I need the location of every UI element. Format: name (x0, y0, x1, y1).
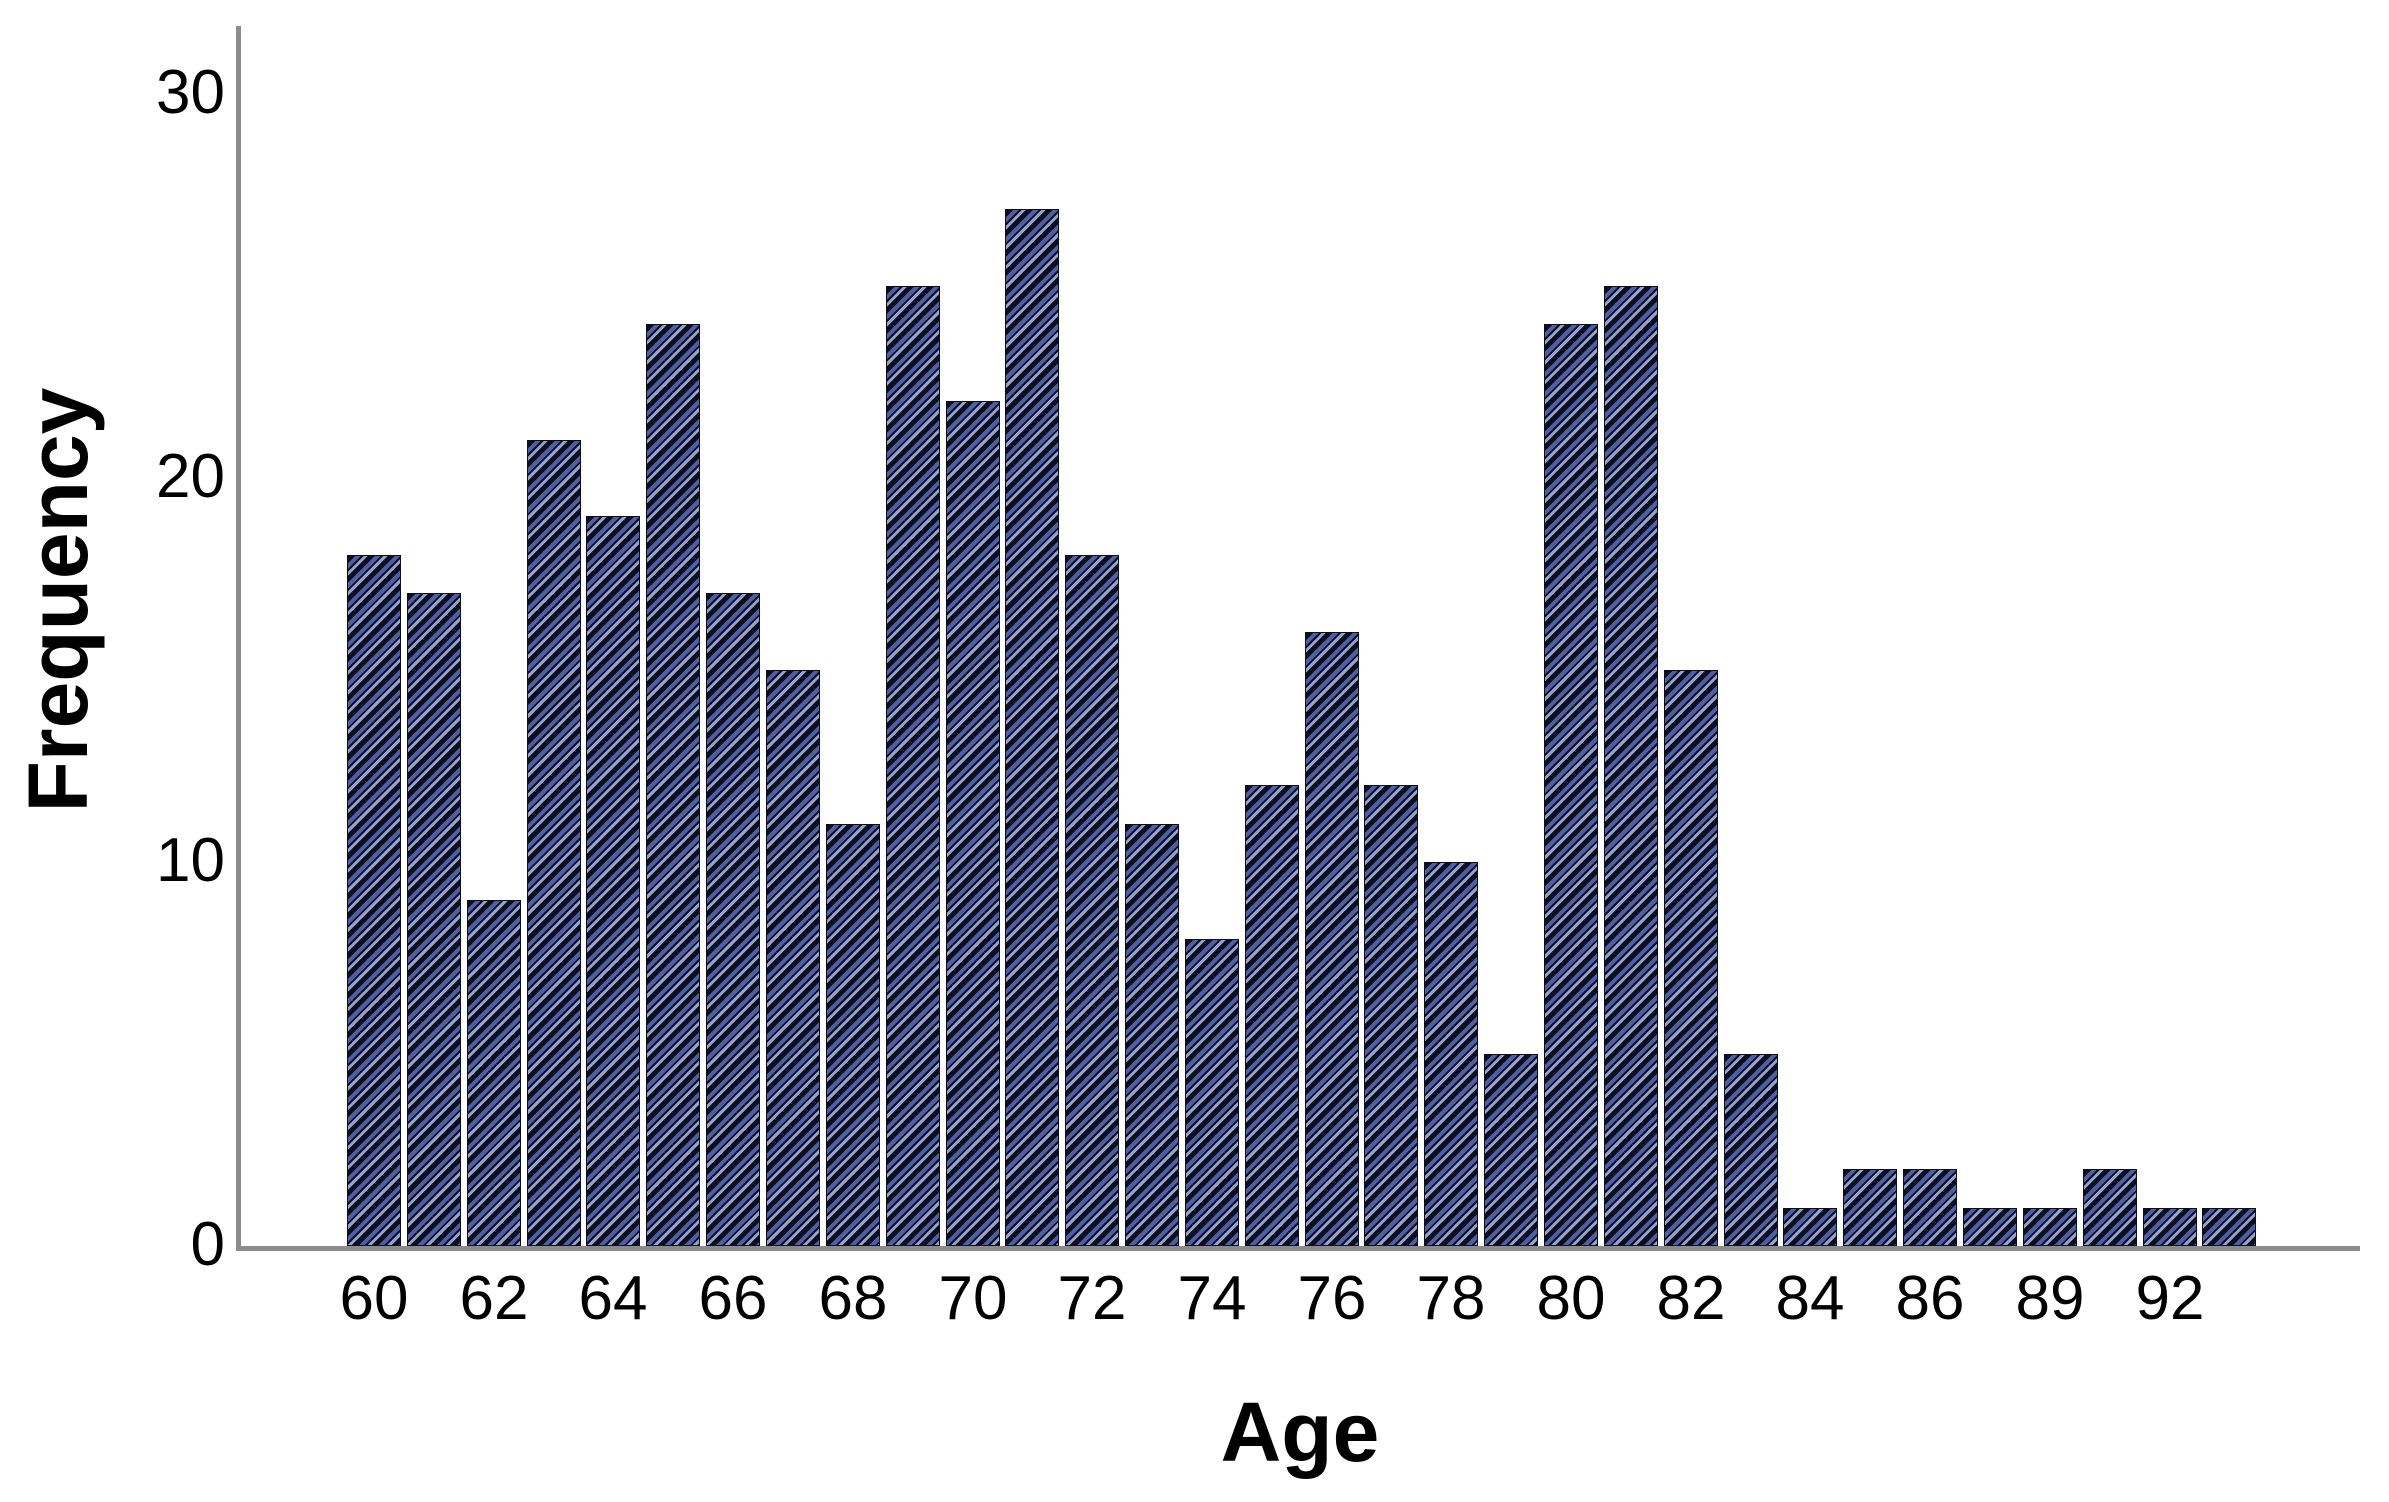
bar-age-86 (1903, 1169, 1957, 1246)
bar-age-61 (407, 593, 461, 1246)
x-tick-label: 84 (1775, 1264, 1845, 1333)
x-tick-label: 64 (578, 1264, 648, 1333)
x-tick-label: 80 (1536, 1264, 1606, 1333)
x-tick-label: 70 (938, 1264, 1008, 1333)
x-axis-line (236, 1246, 2360, 1251)
bar-age-84 (1783, 1208, 1837, 1246)
bar-age-89 (2023, 1208, 2077, 1246)
bar-age-66 (706, 593, 760, 1246)
bar-age-88 (1963, 1208, 2017, 1246)
y-axis-line (236, 26, 241, 1251)
x-tick-label: 68 (818, 1264, 888, 1333)
bar-age-77 (1364, 785, 1418, 1246)
bar-age-72 (1065, 555, 1119, 1246)
y-tick-label: 20 (156, 441, 225, 511)
bar-age-85 (1843, 1169, 1897, 1246)
bar-age-67 (766, 670, 820, 1246)
bar-age-64 (586, 516, 640, 1246)
bar-age-68 (826, 824, 880, 1246)
bar-age-80 (1544, 324, 1598, 1246)
bar-age-63 (527, 440, 581, 1246)
bar-age-62 (467, 900, 521, 1246)
bar-age-73 (1125, 824, 1179, 1246)
bar-age-71 (1005, 209, 1059, 1246)
x-tick-label: 89 (2015, 1264, 2085, 1333)
x-tick-label: 66 (698, 1264, 768, 1333)
bar-age-82 (1664, 670, 1718, 1246)
bar-age-83 (1724, 1054, 1778, 1246)
bar-age-81 (1604, 286, 1658, 1246)
x-tick-label: 82 (1656, 1264, 1726, 1333)
x-tick-label: 76 (1297, 1264, 1367, 1333)
bar-age-90 (2083, 1169, 2137, 1246)
bar-age-93 (2202, 1208, 2256, 1246)
x-tick-label: 62 (459, 1264, 529, 1333)
bar-age-70 (946, 401, 1000, 1246)
x-tick-label: 86 (1895, 1264, 1965, 1333)
x-tick-label: 60 (339, 1264, 409, 1333)
x-tick-label: 72 (1057, 1264, 1127, 1333)
bar-age-75 (1245, 785, 1299, 1246)
bar-age-78 (1424, 862, 1478, 1246)
bar-age-92 (2143, 1208, 2197, 1246)
x-tick-label: 78 (1416, 1264, 1486, 1333)
x-tick-label: 74 (1177, 1264, 1247, 1333)
y-tick-label: 10 (156, 825, 225, 895)
bar-age-60 (347, 555, 401, 1246)
bar-age-76 (1305, 632, 1359, 1246)
bar-age-79 (1484, 1054, 1538, 1246)
bar-age-74 (1185, 939, 1239, 1246)
y-tick-label: 0 (190, 1209, 225, 1279)
bar-age-65 (646, 324, 700, 1246)
x-tick-label: 92 (2135, 1264, 2205, 1333)
y-tick-label: 30 (156, 57, 225, 127)
bar-age-69 (886, 286, 940, 1246)
x-axis-title: Age (1220, 1385, 1380, 1479)
